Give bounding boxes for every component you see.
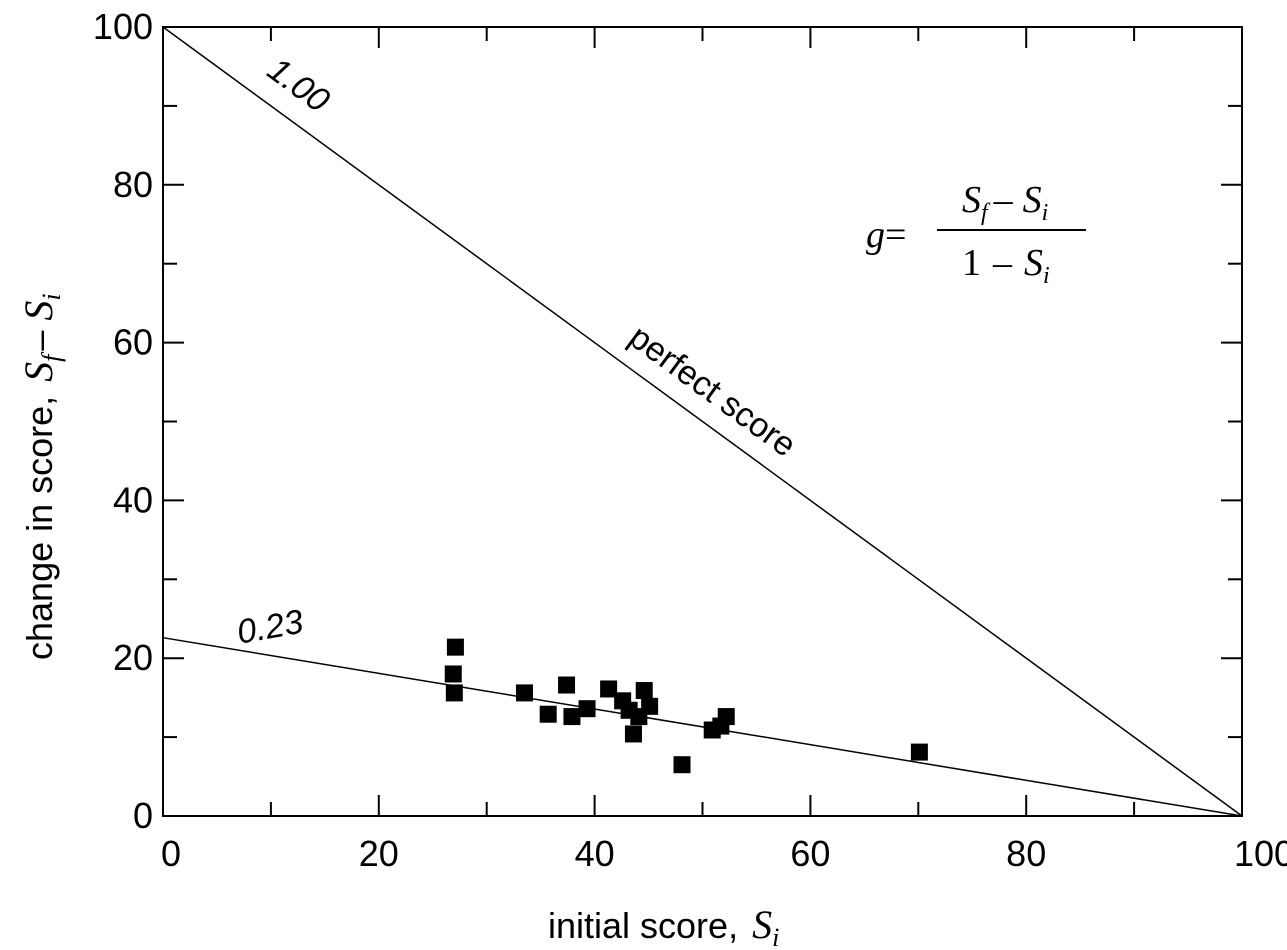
formula-equals: =: [885, 214, 906, 256]
y-axis-symbol-sub-i: i: [37, 293, 66, 300]
y-tick-label: 80: [113, 164, 153, 205]
axis-ticks: [162, 26, 1243, 817]
y-axis-symbol-f: S: [16, 362, 61, 382]
x-tick-label: 60: [790, 833, 830, 874]
fit-line-0-23: [162, 636, 1243, 817]
perfect-score-line: [162, 26, 1243, 817]
formula-den-one: 1: [962, 242, 981, 284]
line-label-0-23: 0.23: [234, 603, 306, 652]
x-axis-symbol-sub: i: [772, 923, 779, 950]
gain-formula: g= Sf – Si 1– Si: [866, 179, 1086, 289]
x-axis-title: initial score,: [548, 905, 738, 946]
line-label-perfect-score: perfect score: [622, 318, 803, 465]
svg-text:change in score,Sf–Si: change in score, Sf– Si: [16, 293, 66, 660]
data-point: [444, 665, 462, 683]
formula-num-sub-f: f: [981, 200, 991, 226]
y-tick-label: 0: [133, 795, 153, 836]
svg-text:1–Si: 1– Si: [962, 242, 1050, 289]
x-tick-label: 100: [1234, 833, 1287, 874]
svg-text:Sf–Si: Sf – Si: [962, 179, 1048, 226]
data-points: [444, 638, 928, 774]
data-point: [563, 708, 581, 726]
data-point: [635, 682, 653, 700]
y-axis-symbol-i: S: [16, 301, 61, 321]
x-tick-label: 20: [359, 833, 399, 874]
formula-den-s: S: [1024, 242, 1043, 284]
y-axis-title: change in score,: [19, 396, 60, 660]
data-point: [539, 705, 557, 723]
formula-den-minus: –: [992, 242, 1013, 284]
y-axis-minus: –: [19, 331, 60, 351]
line-label-1-00: 1.00: [261, 50, 337, 120]
data-point: [910, 743, 928, 761]
data-point: [446, 638, 464, 656]
y-axis-symbol-sub-f: f: [37, 351, 66, 362]
data-point: [624, 725, 642, 743]
data-point: [600, 680, 618, 698]
formula-num-sub-i: i: [1042, 200, 1049, 226]
y-tick-label: 20: [113, 637, 153, 678]
data-point: [717, 708, 735, 726]
x-tick-label: 40: [575, 833, 615, 874]
x-axis-symbol: S: [752, 902, 772, 947]
x-tick-label: 80: [1006, 833, 1046, 874]
data-point: [641, 697, 659, 715]
y-tick-label: 100: [93, 6, 153, 47]
y-tick-label: 40: [113, 479, 153, 520]
formula-den-sub-i: i: [1043, 263, 1050, 289]
formula-num-minus: –: [993, 179, 1014, 221]
formula-g: g: [866, 214, 885, 256]
data-point: [673, 756, 691, 774]
formula-num-s2: S: [1023, 179, 1042, 221]
data-point: [578, 700, 596, 718]
svg-text:g=: g=: [866, 214, 906, 256]
data-point: [515, 684, 533, 702]
svg-text:initial score,Si: initial score, Si: [548, 902, 779, 950]
data-point: [445, 684, 463, 702]
x-tick-label: 0: [161, 833, 181, 874]
data-point: [558, 676, 576, 694]
axis-tick-labels: 0 20 40 60 80 100 0 20 40 60 80 100: [93, 6, 1287, 874]
formula-num-s: S: [962, 179, 981, 221]
reference-lines: [162, 26, 1243, 817]
y-tick-label: 60: [113, 322, 153, 363]
